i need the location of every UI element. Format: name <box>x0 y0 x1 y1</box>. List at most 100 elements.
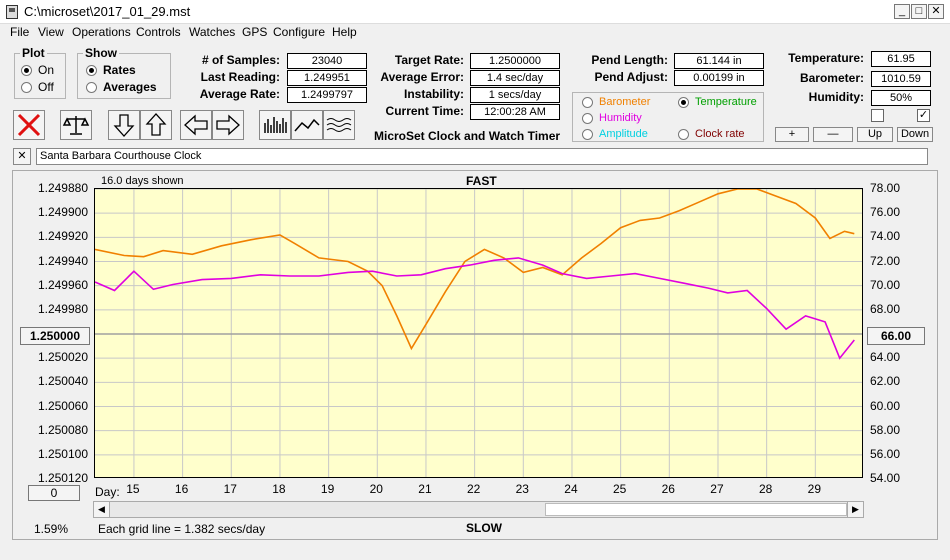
series-clockrate-label: Clock rate <box>695 128 745 140</box>
pend-adjust-value: 0.00199 in <box>674 70 764 86</box>
series-clockrate-radio[interactable] <box>678 129 689 140</box>
series-humidity-radio[interactable] <box>582 113 593 124</box>
left-tick-label: 1.249940 <box>37 253 88 268</box>
app-caption: MicroSet Clock and Watch Timer <box>374 129 561 143</box>
x-tick-label: 18 <box>272 482 286 496</box>
maximize-button[interactable]: □ <box>911 4 927 19</box>
slow-label: SLOW <box>466 521 502 535</box>
left-tick-label: 1.250020 <box>37 350 88 365</box>
pend-adjust-label: Pend Adjust: <box>594 70 668 84</box>
env-checkbox-2[interactable]: ✓ <box>917 109 930 122</box>
arrow-right-icon <box>216 114 240 136</box>
title-bar: C:\microset\2017_01_29.mst _ □ ✕ <box>0 0 950 24</box>
env-checkbox-1[interactable] <box>871 109 884 122</box>
horizontal-scrollbar[interactable]: ◀ ▶ <box>93 501 864 518</box>
minimize-button[interactable]: _ <box>894 4 910 19</box>
arrow-down-icon <box>113 114 135 137</box>
wave-button[interactable] <box>323 110 355 140</box>
last-reading-label: Last Reading: <box>200 70 280 84</box>
humidity-value: 50% <box>871 90 931 106</box>
x-tick-label: 25 <box>612 482 627 496</box>
left-tick-label: 1.249980 <box>37 301 88 316</box>
arrow-right-button[interactable] <box>212 110 244 140</box>
menu-operations[interactable]: Operations <box>72 25 131 39</box>
show-averages-label: Averages <box>103 80 157 94</box>
menu-file[interactable]: File <box>10 25 30 39</box>
plot-on-radio[interactable] <box>21 65 32 76</box>
right-tick-label: 72.00 <box>870 253 901 268</box>
menu-configure[interactable]: Configure <box>273 25 326 39</box>
samples-value: 23040 <box>287 53 367 69</box>
right-tick-label: 56.00 <box>870 446 901 461</box>
x-tick-label: 16 <box>174 482 189 496</box>
clock-name-input[interactable]: Santa Barbara Courthouse Clock <box>36 148 928 165</box>
clear-name-button[interactable]: ✕ <box>13 148 31 165</box>
balance-button[interactable] <box>60 110 92 140</box>
right-tick-label: 58.00 <box>870 422 901 437</box>
show-rates-label: Rates <box>103 63 136 77</box>
right-tick-label: 74.00 <box>870 229 901 244</box>
pend-length-value: 61.144 in <box>674 53 764 69</box>
left-center-button[interactable]: 1.250000 <box>20 327 90 345</box>
menu-gps[interactable]: GPS <box>242 25 268 39</box>
show-averages-radio[interactable] <box>86 82 97 93</box>
minus-button[interactable]: — <box>813 127 853 142</box>
plot-on-label: On <box>38 63 55 77</box>
current-time-label: Current Time: <box>385 104 464 118</box>
x-tick-label: 26 <box>661 482 675 496</box>
arrow-down-button[interactable] <box>108 110 140 140</box>
line-plot-button[interactable] <box>291 110 323 140</box>
series-selector <box>572 92 764 142</box>
x-tick-label: 23 <box>515 482 529 496</box>
up-button[interactable]: Up <box>857 127 893 142</box>
x-tick-label: 22 <box>466 482 481 496</box>
left-tick-label: 1.249880 <box>37 181 88 195</box>
close-button[interactable]: ✕ <box>928 4 944 19</box>
down-button[interactable]: Down <box>897 127 933 142</box>
percent-label: 1.59% <box>34 522 69 536</box>
right-tick-label: 60.00 <box>870 398 901 413</box>
right-tick-label: 78.00 <box>870 181 901 195</box>
wave-icon <box>326 118 352 132</box>
temperature-label: Temperature: <box>788 51 864 65</box>
menu-bar: File View Operations Controls Watches GP… <box>0 24 950 42</box>
average-error-value: 1.4 sec/day <box>470 70 560 86</box>
left-tick-label: 1.250060 <box>37 398 88 413</box>
x-tick-label: 29 <box>807 482 821 496</box>
stop-button[interactable] <box>13 110 45 140</box>
right-tick-label: 76.00 <box>870 205 901 220</box>
right-tick-label: 62.00 <box>870 374 901 389</box>
arrow-up-icon <box>145 113 167 136</box>
red-x-icon <box>17 113 41 137</box>
histogram-button[interactable] <box>259 110 291 140</box>
instability-value: 1 secs/day <box>470 87 560 103</box>
average-error-label: Average Error: <box>380 70 464 84</box>
left-bottom-button[interactable]: 0 <box>28 485 80 501</box>
x-tick-label: 27 <box>710 482 724 496</box>
right-center-button[interactable]: 66.00 <box>867 327 925 345</box>
plot-group-label: Plot <box>20 46 47 60</box>
balance-scale-icon <box>62 116 90 135</box>
show-rates-radio[interactable] <box>86 65 97 76</box>
right-tick-label: 68.00 <box>870 301 901 316</box>
plot-off-radio[interactable] <box>21 82 32 93</box>
menu-controls[interactable]: Controls <box>136 25 181 39</box>
menu-help[interactable]: Help <box>332 25 357 39</box>
scroll-left-arrow-icon[interactable]: ◀ <box>94 502 110 517</box>
arrow-left-button[interactable] <box>180 110 212 140</box>
plus-button[interactable]: + <box>775 127 809 142</box>
scroll-thumb[interactable] <box>545 503 847 516</box>
menu-watches[interactable]: Watches <box>189 25 236 39</box>
series-barometer-line <box>95 189 855 351</box>
target-rate-value: 1.2500000 <box>470 53 560 69</box>
series-temperature-radio[interactable] <box>678 97 689 108</box>
left-tick-label: 1.250040 <box>37 374 88 389</box>
series-amplitude-radio[interactable] <box>582 129 593 140</box>
arrow-up-button[interactable] <box>140 110 172 140</box>
histogram-icon <box>264 117 287 133</box>
menu-view[interactable]: View <box>38 25 64 39</box>
show-group <box>77 53 171 99</box>
scroll-right-arrow-icon[interactable]: ▶ <box>847 502 863 517</box>
day-prefix-label: Day: <box>95 485 120 499</box>
series-barometer-radio[interactable] <box>582 97 593 108</box>
